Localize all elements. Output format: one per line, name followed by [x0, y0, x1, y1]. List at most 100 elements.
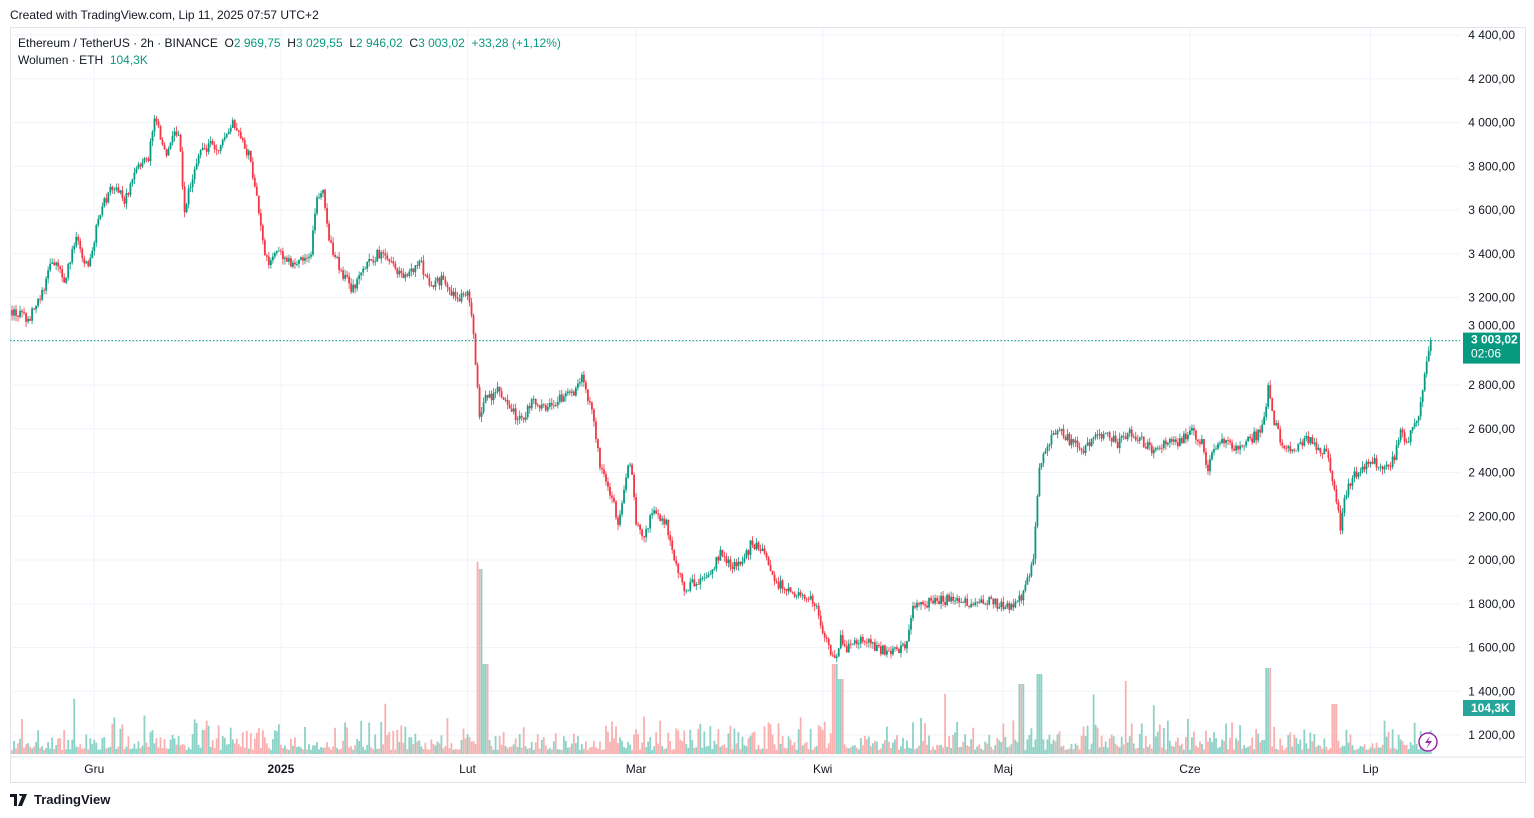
candle-body: [1379, 466, 1382, 468]
volume-bar: [1000, 742, 1003, 754]
candle-body: [1128, 429, 1131, 434]
volume-bar: [468, 736, 471, 754]
candle-body: [1243, 445, 1245, 447]
candle-body: [51, 262, 54, 264]
volume-bar: [538, 748, 541, 754]
candle-body: [894, 647, 896, 649]
volume-bar: [619, 737, 621, 754]
volume-bar: [199, 747, 202, 754]
candle-body: [328, 223, 330, 241]
volume-bar: [1058, 731, 1061, 754]
candle-body: [1241, 445, 1243, 447]
candle-body: [560, 394, 563, 402]
volume-bar: [87, 749, 90, 754]
volume-bar: [1351, 745, 1354, 754]
volume-bar: [1002, 723, 1005, 754]
volume-bar: [1020, 684, 1023, 754]
price-tick-label: 3 200,00: [1468, 291, 1515, 305]
price-tick-label: 1 800,00: [1468, 597, 1515, 611]
volume-bar: [444, 746, 447, 754]
volume-bar: [1106, 747, 1109, 754]
volume-bar: [853, 745, 856, 754]
volume-bar: [239, 746, 242, 754]
volume-bar: [944, 693, 947, 754]
candle-body: [643, 536, 646, 538]
volume-bar: [1172, 746, 1175, 754]
price-tick-label: 4 000,00: [1468, 116, 1515, 130]
candle-body: [59, 266, 62, 269]
candle-body: [994, 598, 997, 605]
volume-bar: [994, 745, 997, 754]
candle-body: [689, 581, 692, 591]
candle-body: [332, 242, 334, 255]
volume-bar: [745, 746, 748, 754]
volume-bar: [318, 749, 320, 754]
candle-body: [1269, 385, 1272, 399]
candle-body: [1012, 604, 1015, 608]
volume-bar: [1016, 742, 1019, 754]
volume-bar: [308, 744, 310, 754]
volume-bar: [1092, 694, 1095, 754]
candle-body: [255, 186, 258, 196]
candle-body: [1156, 447, 1159, 449]
volume-bar: [412, 744, 415, 754]
candle-body: [968, 605, 971, 608]
volume-bar: [940, 744, 942, 754]
candle-body: [1257, 429, 1260, 441]
candle-body: [496, 386, 499, 393]
volume-bar: [950, 748, 953, 754]
volume-bar: [964, 734, 967, 754]
volume-bar: [593, 740, 595, 754]
price-chart[interactable]: 4 400,00 4 200,00 4 000,00 3 800,00 3 600,00…: [0, 0, 1534, 790]
volume-bar: [585, 741, 587, 754]
candle-body: [448, 287, 451, 291]
volume-bar: [133, 743, 136, 754]
candle-body: [1401, 429, 1404, 433]
candle-body: [550, 402, 553, 406]
candle-body: [839, 635, 842, 649]
volume-bar: [1389, 748, 1392, 754]
volume-bar: [845, 747, 848, 754]
volume-bar: [1207, 741, 1209, 754]
volume-bar: [847, 748, 850, 754]
candle-body: [607, 481, 609, 487]
candle-body: [1427, 351, 1430, 362]
volume-bar: [1062, 745, 1065, 754]
candle-body: [867, 639, 870, 643]
volume-bar: [454, 748, 457, 754]
candle-body: [623, 489, 625, 504]
volume-bar: [51, 737, 54, 754]
candle-body: [819, 615, 822, 626]
volume-bar: [976, 746, 979, 754]
symbol-label[interactable]: Ethereum / TetherUS · 2h · BINANCE: [18, 36, 218, 50]
volume-bar: [906, 740, 908, 754]
tradingview-logo[interactable]: TradingView: [10, 792, 110, 807]
candle-body: [1391, 456, 1394, 467]
candle-body: [394, 263, 397, 269]
volume-bar: [406, 749, 409, 754]
volume-bar: [1231, 722, 1233, 754]
volume-bar: [755, 749, 758, 754]
candle-body: [167, 148, 170, 156]
volume-label[interactable]: Wolumen · ETH: [18, 53, 104, 67]
volume-bar: [948, 736, 951, 754]
candle-body: [117, 187, 120, 193]
volume-bar: [879, 748, 882, 754]
volume-bar: [1357, 748, 1360, 754]
candle-body: [257, 195, 260, 214]
volume-bar: [819, 726, 822, 754]
candle-body: [197, 155, 200, 164]
candle-body: [1158, 447, 1161, 449]
volume-bar: [1098, 747, 1101, 754]
candle-body: [817, 605, 820, 616]
volume-bar: [247, 748, 250, 754]
candle-body: [233, 120, 236, 129]
volume-bar: [131, 748, 134, 754]
volume-bar: [408, 737, 411, 754]
volume-bar: [61, 749, 64, 754]
volume-bar: [494, 736, 497, 754]
candle-body: [807, 598, 810, 600]
volume-bar: [1315, 746, 1318, 754]
volume-bar: [191, 734, 194, 754]
candle-body: [920, 601, 922, 605]
